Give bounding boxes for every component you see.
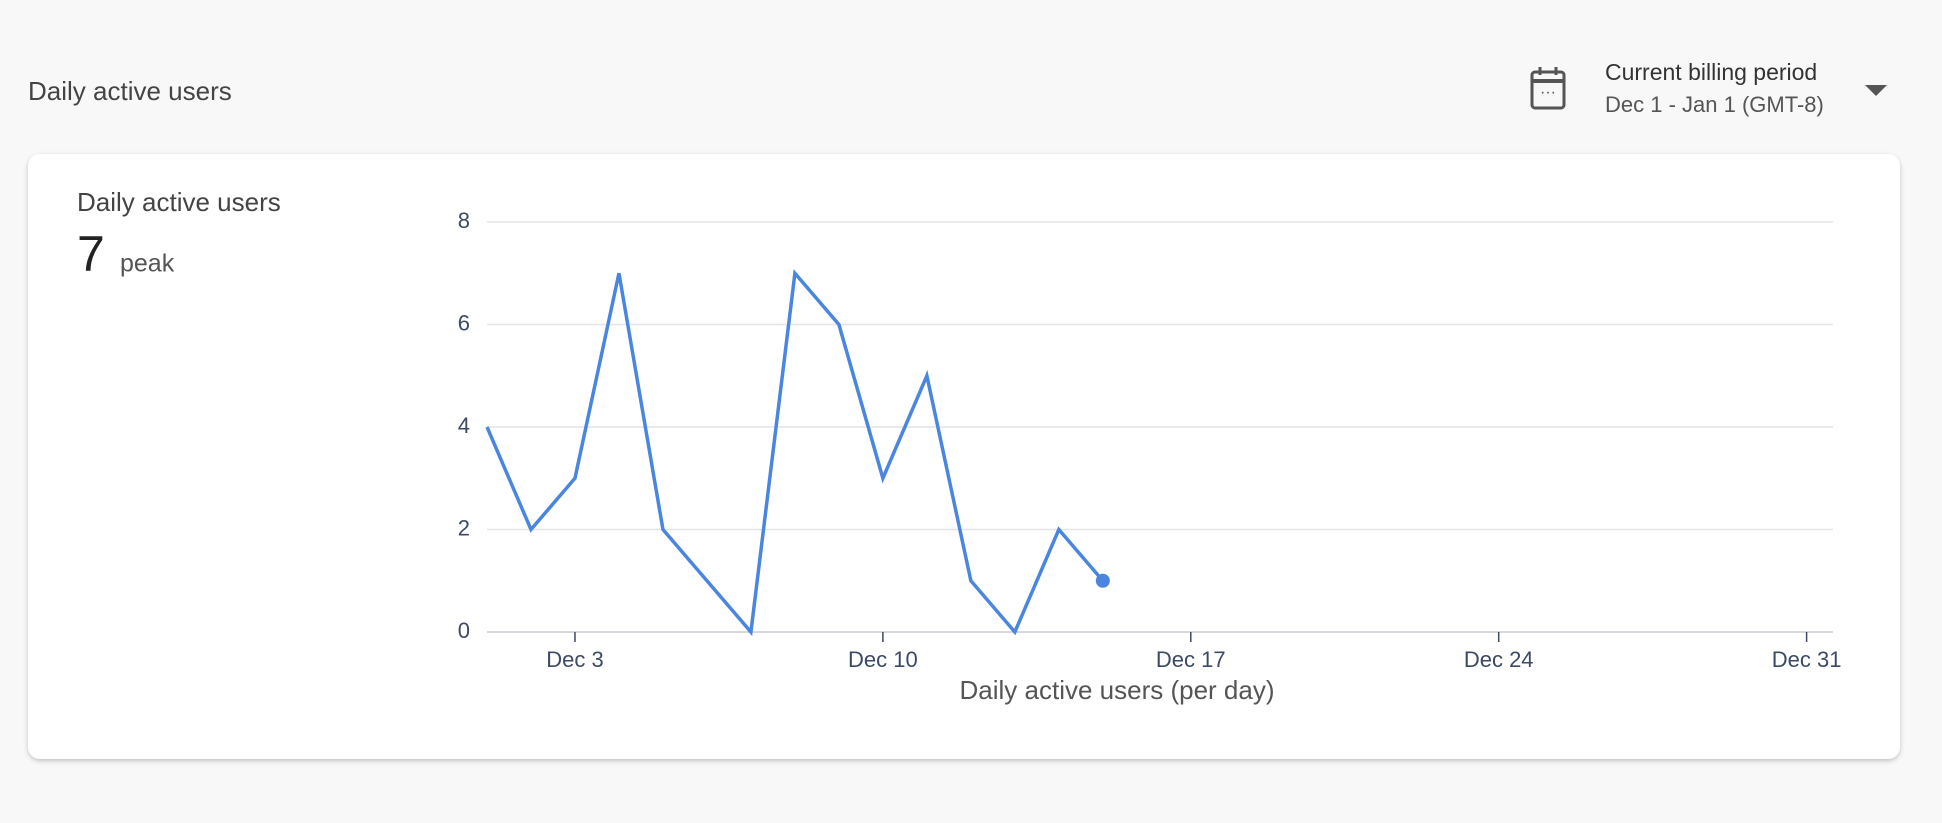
y-tick-label: 8 — [458, 208, 470, 233]
page-title: Daily active users — [28, 76, 232, 106]
peak-value: 7 — [77, 226, 105, 282]
calendar-icon — [1530, 70, 1566, 110]
x-tick-label: Dec 31 — [1772, 647, 1842, 672]
card — [28, 154, 1900, 759]
y-tick-label: 0 — [458, 618, 470, 643]
period-label: Current billing period — [1605, 59, 1817, 85]
y-tick-label: 2 — [458, 515, 470, 540]
x-axis-label: Daily active users (per day) — [960, 675, 1275, 705]
peak-label: peak — [120, 250, 175, 278]
last-point — [1095, 573, 1110, 588]
date-picker[interactable]: ··· Current billing period Dec 1 - Jan 1… — [1530, 59, 1887, 117]
dropdown-arrow — [1865, 85, 1887, 96]
x-tick-label: Dec 3 — [546, 647, 603, 672]
x-tick-label: Dec 10 — [848, 647, 918, 672]
y-tick-label: 6 — [458, 310, 470, 335]
x-tick-label: Dec 24 — [1464, 647, 1534, 672]
card-title: Daily active users — [77, 187, 281, 217]
x-tick-label: Dec 17 — [1156, 647, 1226, 672]
period-range: Dec 1 - Jan 1 (GMT-8) — [1605, 92, 1824, 117]
calendar-icon: ··· — [1540, 84, 1556, 101]
y-tick-label: 4 — [458, 413, 470, 438]
data-line — [485, 269, 1105, 637]
